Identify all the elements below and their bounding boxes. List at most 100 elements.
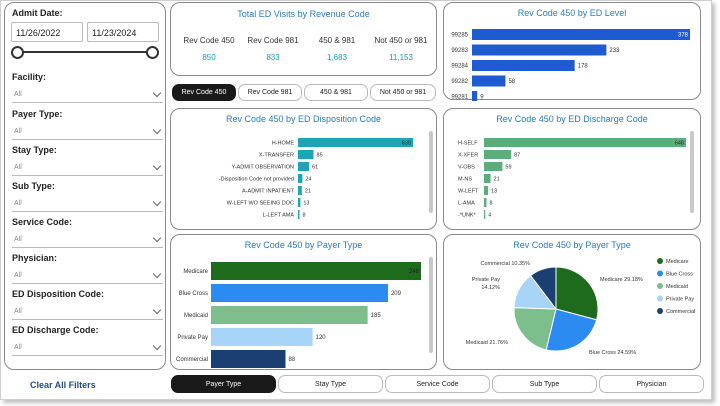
bar-value-label: 9 — [480, 95, 484, 101]
tab-payer-type[interactable]: Payer Type — [171, 375, 276, 393]
pie-slice-label: Blue Cross 24.59% — [589, 350, 636, 356]
tab-stay-type[interactable]: Stay Type — [278, 375, 383, 393]
tab-rev-code-450[interactable]: Rev Code 450 — [172, 84, 236, 101]
discharge-scrollbar[interactable] — [690, 131, 694, 213]
bar-category-label: -Disposition Code not provided — [219, 177, 294, 183]
bar — [472, 29, 690, 40]
bar-category-label: H-HOME — [272, 141, 295, 147]
bar-category-label: L-AMA — [458, 201, 475, 207]
admit-date-label: Admit Date: — [12, 8, 63, 18]
pie-slice — [545, 308, 598, 352]
date-slider-track[interactable] — [17, 51, 159, 53]
bar-value-label: 648 — [675, 141, 684, 147]
kpi-value-both: 1,683 — [326, 53, 348, 62]
kpi-label-both: 450 & 981 — [318, 36, 356, 45]
bar-category-label: M-NS — [458, 177, 472, 183]
stay-type-dropdown[interactable]: All — [12, 160, 163, 176]
bar — [298, 138, 413, 147]
pie-slice-label: Commercial 10.35% — [480, 261, 530, 267]
end-date-input[interactable]: 11/23/2024 — [87, 22, 159, 42]
bar-value-label: 8 — [489, 201, 492, 207]
ed-disposition-dropdown[interactable]: All — [12, 304, 163, 320]
chevron-down-icon — [152, 161, 162, 171]
filter-panel: Admit Date: 11/26/2022 11/23/2024 Facili… — [4, 2, 166, 370]
bar — [211, 350, 286, 368]
payer-type-label: Payer Type: — [12, 109, 63, 119]
ed-disposition-label: ED Disposition Code: — [12, 289, 104, 299]
bar — [472, 44, 607, 56]
ed-discharge-dropdown[interactable]: All — [12, 340, 163, 356]
kpi-card: Total ED Visits by Revenue Code Rev Code… — [170, 2, 437, 76]
sub-type-dropdown[interactable]: All — [12, 196, 163, 212]
bar-value-label: 21 — [305, 189, 311, 195]
disposition-chart-title: Rev Code 450 by ED Disposition Code — [225, 114, 382, 124]
bar — [298, 150, 314, 159]
payer-bar-chart: Medicare 248 Blue Cross 209 Medicaid 185 Priva… — [176, 262, 421, 368]
bar — [298, 210, 300, 219]
chevron-down-icon — [152, 341, 162, 351]
bar-value-label: 378 — [678, 33, 689, 39]
bar — [211, 306, 368, 324]
bar — [484, 150, 512, 159]
start-date-input[interactable]: 11/26/2022 — [11, 22, 83, 42]
kpi-label-981: Rev Code 981 — [247, 36, 299, 45]
date-slider-end-handle[interactable] — [146, 46, 159, 59]
legend-label: Blue Cross — [666, 272, 693, 278]
pie-slice — [529, 266, 557, 311]
tab-450-and-981[interactable]: 450 & 981 — [304, 84, 368, 101]
chevron-down-icon — [152, 88, 162, 98]
payer-scrollbar[interactable] — [429, 257, 433, 353]
legend-label: Private Pay — [666, 297, 694, 303]
bar-category-label: H-SELF — [458, 141, 478, 147]
bar-value-label: 13 — [303, 201, 309, 207]
bar-category-label: W-LEFT WO SEEING DOC — [227, 201, 294, 207]
tab-sub-type[interactable]: Sub Type — [492, 375, 597, 393]
legend-marker — [657, 308, 663, 314]
chevron-down-icon — [152, 233, 162, 243]
bar — [298, 174, 303, 183]
bar-value-label: 185 — [371, 313, 382, 319]
bar — [298, 198, 301, 207]
pie-slice — [513, 307, 557, 351]
ed-discharge-label: ED Discharge Code: — [12, 325, 99, 335]
legend-marker — [657, 295, 663, 302]
tab-physician[interactable]: Physician — [599, 375, 704, 393]
bar — [484, 186, 489, 195]
legend-marker — [657, 270, 663, 277]
kpi-value-981: 833 — [266, 53, 280, 62]
clear-all-filters-button[interactable]: Clear All Filters — [30, 380, 96, 390]
tab-rev-code-981[interactable]: Rev Code 981 — [238, 84, 302, 101]
bar-category-label: 99285 — [451, 33, 468, 39]
bar-value-label: 87 — [514, 153, 520, 159]
bar — [298, 162, 310, 171]
facility-label: Facility: — [12, 72, 47, 82]
service-code-value: All — [14, 236, 22, 243]
pie-slice-label: Private Pay — [472, 277, 500, 283]
payer-type-dropdown[interactable]: All — [12, 124, 163, 140]
payer-pie-chart: Medicare 29.18% Blue Cross 24.59% Medicaid… — [466, 258, 695, 356]
payer-pie-chart-card: Rev Code 450 by Payer Type Medicare 29.1… — [443, 234, 701, 370]
disposition-scrollbar[interactable] — [429, 131, 433, 213]
bar-value-label: 24 — [305, 177, 311, 183]
bar — [484, 162, 503, 171]
date-slider-start-handle[interactable] — [11, 46, 24, 59]
payer-pie-chart-title: Rev Code 450 by Payer Type — [513, 240, 631, 250]
bar — [484, 138, 686, 147]
facility-dropdown[interactable]: All — [12, 87, 163, 103]
bar-category-label: L-LEFT AMA — [263, 213, 295, 219]
kpi-value-neither: 11,153 — [389, 53, 413, 62]
bar-category-label: 99283 — [451, 48, 468, 54]
bar-value-label: 8 — [302, 213, 305, 219]
payer-bar-chart-title: Rev Code 450 by Payer Type — [244, 240, 363, 250]
bar-category-label: Medicaid — [184, 313, 208, 319]
physician-dropdown[interactable]: All — [12, 268, 163, 284]
service-code-dropdown[interactable]: All — [12, 232, 163, 248]
ed-level-chart-card: Rev Code 450 by ED Level 99285 378 99283 23… — [443, 2, 701, 101]
discharge-chart-card: Rev Code 450 by ED Discharge Code H-SELF… — [443, 108, 701, 230]
chevron-down-icon — [152, 197, 162, 207]
tab-not-450-or-981[interactable]: Not 450 or 981 — [370, 84, 436, 101]
tab-service-code[interactable]: Service Code — [385, 375, 490, 393]
bar — [298, 186, 302, 195]
stay-type-value: All — [14, 164, 22, 171]
bar-category-label: 99282 — [451, 79, 468, 85]
